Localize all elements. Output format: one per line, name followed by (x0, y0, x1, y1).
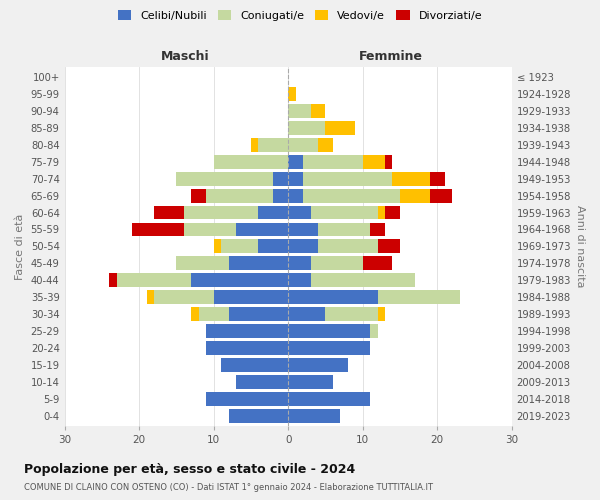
Bar (318, 222, 370, 236)
Bar (236, 375, 288, 389)
Bar (288, 138, 318, 151)
Bar (109, 274, 117, 287)
Bar (288, 206, 311, 220)
Bar (303, 188, 400, 202)
Text: Maschi: Maschi (161, 50, 209, 64)
Bar (385, 206, 400, 220)
Bar (229, 409, 288, 423)
Bar (318, 240, 377, 254)
Bar (311, 206, 377, 220)
Bar (273, 188, 288, 202)
Bar (377, 206, 385, 220)
Bar (303, 155, 362, 168)
Bar (377, 240, 400, 254)
Bar (400, 188, 430, 202)
Bar (288, 341, 370, 355)
Bar (362, 155, 385, 168)
Bar (229, 307, 288, 321)
Bar (311, 256, 362, 270)
Bar (318, 138, 333, 151)
Bar (251, 138, 259, 151)
Bar (176, 256, 229, 270)
Bar (288, 222, 318, 236)
Bar (214, 155, 288, 168)
Bar (206, 324, 288, 338)
Bar (288, 155, 303, 168)
Bar (259, 206, 288, 220)
Bar (288, 409, 340, 423)
Bar (184, 206, 259, 220)
Bar (311, 274, 415, 287)
Bar (311, 104, 325, 118)
Bar (377, 307, 385, 321)
Bar (325, 121, 355, 135)
Bar (288, 172, 303, 185)
Bar (229, 256, 288, 270)
Bar (370, 324, 377, 338)
Text: COMUNE DI CLAINO CON OSTENO (CO) - Dati ISTAT 1° gennaio 2024 - Elaborazione TUT: COMUNE DI CLAINO CON OSTENO (CO) - Dati … (24, 483, 433, 492)
Bar (385, 155, 392, 168)
Bar (191, 188, 206, 202)
Bar (288, 375, 333, 389)
Bar (288, 256, 311, 270)
Bar (206, 188, 273, 202)
Bar (288, 274, 311, 287)
Y-axis label: Anni di nascita: Anni di nascita (575, 205, 585, 288)
Bar (430, 172, 445, 185)
Text: Femmine: Femmine (359, 50, 423, 64)
Bar (259, 240, 288, 254)
Bar (377, 290, 460, 304)
Bar (214, 240, 221, 254)
Bar (325, 307, 377, 321)
Text: Popolazione per età, sesso e stato civile - 2024: Popolazione per età, sesso e stato civil… (24, 462, 355, 475)
Bar (273, 172, 288, 185)
Bar (288, 188, 303, 202)
Bar (288, 307, 325, 321)
Bar (191, 274, 288, 287)
Bar (430, 188, 452, 202)
Bar (131, 222, 184, 236)
Bar (214, 290, 288, 304)
Bar (288, 358, 348, 372)
Bar (146, 290, 154, 304)
Bar (191, 307, 199, 321)
Bar (370, 222, 385, 236)
Bar (259, 138, 288, 151)
Bar (236, 222, 288, 236)
Bar (176, 172, 273, 185)
Bar (221, 240, 259, 254)
Bar (288, 240, 318, 254)
Bar (288, 104, 311, 118)
Bar (288, 121, 325, 135)
Bar (288, 392, 370, 406)
Bar (184, 222, 236, 236)
Y-axis label: Fasce di età: Fasce di età (15, 213, 25, 280)
Bar (288, 324, 370, 338)
Bar (362, 256, 392, 270)
Bar (392, 172, 430, 185)
Bar (303, 172, 392, 185)
Bar (154, 206, 184, 220)
Bar (288, 290, 377, 304)
Bar (288, 87, 296, 101)
Bar (154, 290, 214, 304)
Bar (206, 392, 288, 406)
Bar (117, 274, 191, 287)
Bar (199, 307, 229, 321)
Legend: Celibi/Nubili, Coniugati/e, Vedovi/e, Divorziati/e: Celibi/Nubili, Coniugati/e, Vedovi/e, Di… (116, 8, 484, 23)
Bar (206, 341, 288, 355)
Bar (221, 358, 288, 372)
